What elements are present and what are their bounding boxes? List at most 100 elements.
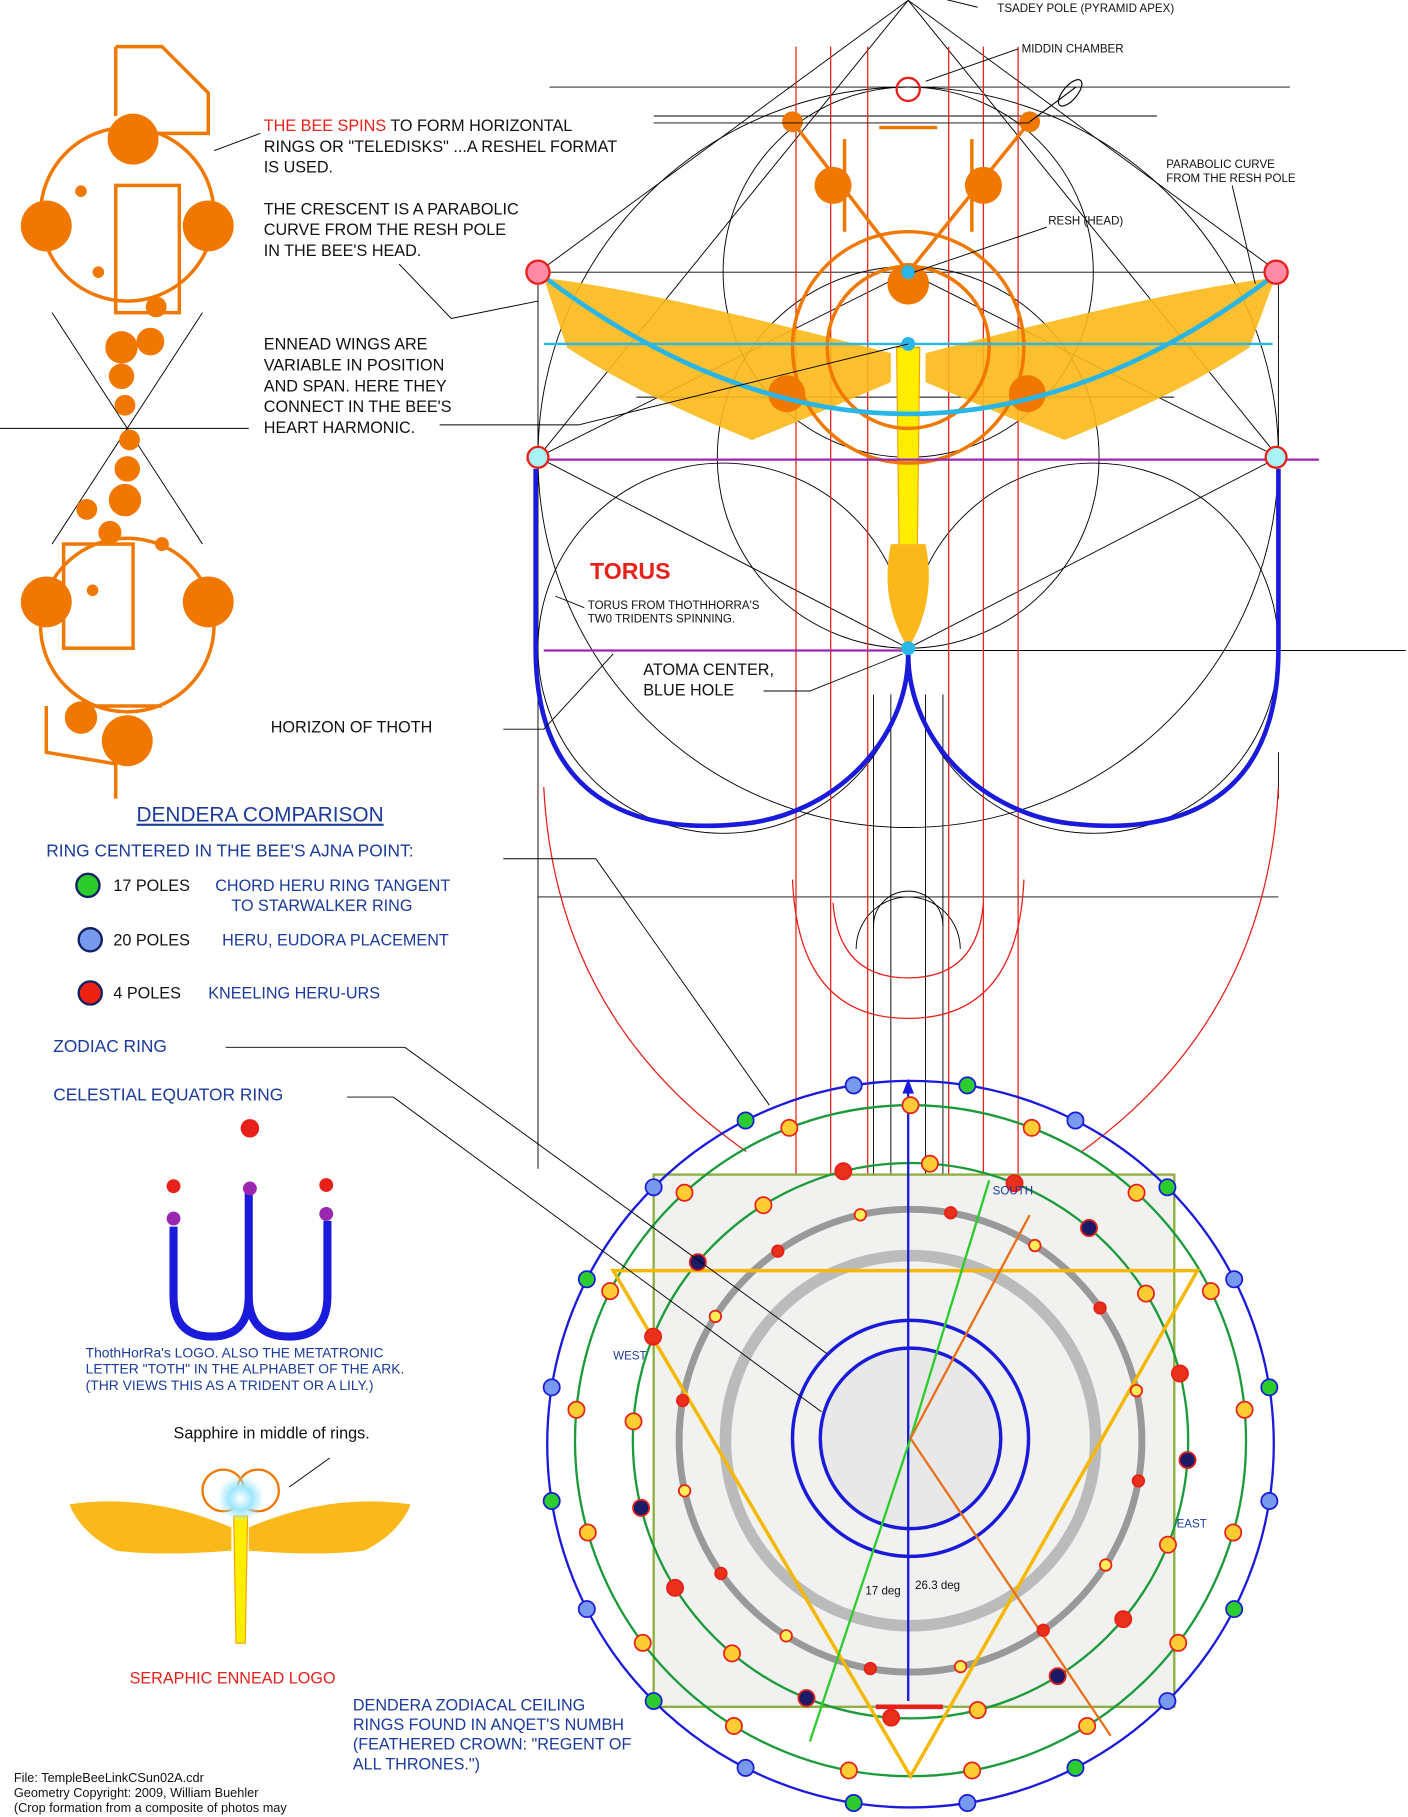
shape: [1082, 787, 1279, 1151]
pole: [902, 1097, 918, 1113]
pole: [724, 1645, 740, 1661]
pole: [568, 1402, 584, 1418]
annotation: TORUS FROM THOTHHORRA'S: [588, 600, 760, 612]
shape: [965, 167, 1002, 204]
pole: [780, 1630, 792, 1642]
pole: [737, 1112, 753, 1128]
annotation: THE CRESCENT IS A PARABOLIC: [264, 200, 519, 218]
direction-label: EAST: [1177, 1518, 1207, 1530]
pole: [1079, 1718, 1095, 1734]
bee-bead: [87, 585, 99, 597]
pole: [679, 1485, 691, 1497]
shape: [319, 1178, 333, 1192]
bee-bead: [115, 456, 140, 481]
legend-text: CHORD HERU RING TANGENT: [215, 877, 450, 895]
shape: [64, 544, 133, 648]
pole: [781, 1120, 797, 1136]
pole: [676, 1185, 692, 1201]
annotation: CURVE FROM THE RESH POLE: [264, 221, 506, 239]
bee-bead: [98, 521, 121, 544]
shape: [289, 1458, 329, 1487]
annotation: Sapphire in middle of rings.: [174, 1424, 370, 1442]
shape: [503, 654, 613, 729]
bee-bead: [109, 364, 134, 389]
shape: [833, 903, 983, 978]
pole: [646, 1179, 662, 1195]
shape: [174, 1192, 328, 1337]
pole: [710, 1311, 722, 1323]
shape: [926, 0, 978, 7]
pole: [1226, 1271, 1242, 1287]
shape: [873, 891, 942, 926]
pole: [1261, 1493, 1277, 1509]
bee-bead: [21, 200, 72, 251]
shape: [764, 654, 903, 691]
bee-bead: [93, 266, 105, 278]
pole: [579, 1271, 595, 1287]
shape: [782, 111, 803, 132]
pole: [602, 1283, 618, 1299]
bee-bead: [65, 701, 97, 733]
shape: [116, 185, 180, 312]
annotation: FROM THE RESH POLE: [1166, 173, 1296, 185]
highlight: THE BEE SPINS: [264, 117, 387, 135]
pole: [1067, 1112, 1083, 1128]
bee-bead: [75, 185, 87, 197]
pole: [1115, 1611, 1131, 1627]
shape: [241, 1119, 260, 1138]
pole: [841, 1762, 857, 1778]
pole: [1236, 1402, 1252, 1418]
footer-line: File: TempleBeeLinkCSun02A.cdr: [14, 1770, 205, 1785]
shape: [167, 1179, 181, 1193]
pole: [865, 1663, 877, 1675]
annotation: THE BEE SPINS TO FORM HORIZONTAL: [264, 117, 573, 135]
shape: [40, 538, 214, 712]
shape: [234, 1516, 248, 1643]
shape: [897, 78, 920, 101]
legend-text: KNEELING HERU-URS: [208, 985, 380, 1003]
pole: [959, 1077, 975, 1093]
pole: [1037, 1624, 1049, 1636]
shape: [926, 49, 1019, 81]
angle-label: 26.3 deg: [915, 1580, 960, 1592]
shape: [793, 880, 1024, 1019]
shape: [888, 544, 929, 648]
bee-bead: [155, 537, 169, 551]
footer-line: Geometry Copyright: 2009, William Buehle…: [14, 1785, 259, 1800]
annotation: DENDERA ZODIACAL CEILING: [353, 1696, 585, 1714]
annotation: (THR VIEWS THIS AS A TRIDENT OR A LILY.): [86, 1377, 374, 1393]
pole: [1094, 1302, 1106, 1314]
bee-bead: [115, 395, 136, 416]
pole: [1159, 1693, 1175, 1709]
pole: [1203, 1283, 1219, 1299]
pole: [1067, 1760, 1083, 1776]
pole: [1138, 1285, 1154, 1301]
footer-line: (Crop formation from a composite of phot…: [14, 1800, 287, 1815]
shape: [901, 641, 915, 655]
shape: [399, 264, 538, 318]
direction-label: WEST: [613, 1351, 646, 1363]
shape: [69, 1501, 231, 1553]
direction-label: SOUTH: [993, 1185, 1033, 1197]
annotation: ATOMA CENTER,: [643, 661, 774, 679]
annotation: HEART HARMONIC.: [264, 419, 415, 437]
shape: [1232, 185, 1255, 283]
shape: [76, 874, 99, 897]
annotation: ENNEAD WINGS ARE: [264, 336, 428, 354]
diagram: TSADEY POLE (PYRAMID APEX) MIDDIN CHAMBE…: [0, 0, 1408, 1817]
pole: [1179, 1452, 1195, 1468]
annotation-line: TO FORM HORIZONTAL: [386, 117, 572, 135]
pole: [1170, 1635, 1186, 1651]
pole: [959, 1795, 975, 1811]
shape: [79, 981, 102, 1004]
annotation: IS USED.: [264, 159, 333, 177]
pole: [737, 1760, 753, 1776]
annotation: TW0 TRIDENTS SPINNING.: [588, 614, 735, 626]
pole: [1050, 1668, 1066, 1684]
pole: [677, 1395, 689, 1407]
annotation: PARABOLIC CURVE: [1166, 159, 1275, 171]
geometry: [0, 0, 1406, 1811]
shape: [243, 1182, 257, 1196]
legend-poles: 17 POLES: [113, 877, 190, 895]
bee-bead: [21, 576, 72, 627]
